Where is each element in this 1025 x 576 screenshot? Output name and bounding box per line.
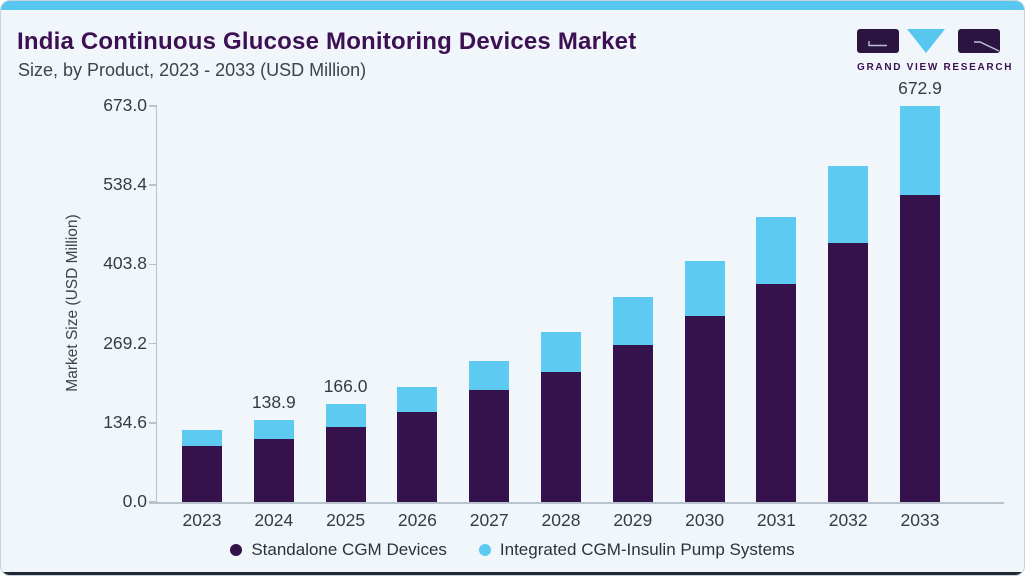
x-axis-tick-label: 2026 <box>397 510 437 530</box>
x-axis-tick-label: 2027 <box>469 510 509 530</box>
legend-dot-icon <box>230 544 243 556</box>
bar-segment-standalone <box>612 345 653 502</box>
y-axis-tick-label: 134.6 <box>103 411 147 432</box>
x-axis-tick-label: 2031 <box>756 510 796 530</box>
x-axis-tick-label: 2033 <box>900 510 940 530</box>
bar-total-label: 138.9 <box>251 392 296 413</box>
bar-segment-integrated <box>397 387 438 412</box>
bar-segment-integrated <box>828 165 869 244</box>
logo-r-detail <box>974 41 1000 52</box>
bottom-accent-line <box>1 572 1024 575</box>
x-axis-tick-label: 2030 <box>685 510 725 530</box>
x-axis-tick-label: 2029 <box>613 510 653 530</box>
y-axis-tick-mark <box>149 342 157 345</box>
legend-label: Integrated CGM-Insulin Pump Systems <box>499 540 795 559</box>
bar-segment-standalone <box>684 316 725 502</box>
bar-segment-integrated <box>325 404 366 428</box>
x-axis-tick-label: 2032 <box>828 510 868 530</box>
bar-segment-integrated <box>469 361 510 390</box>
logo-g-block <box>857 29 899 53</box>
bar-segment-integrated <box>182 429 222 447</box>
y-axis-tick-mark <box>149 422 157 424</box>
bar-segment-standalone <box>253 438 294 502</box>
bar-segment-standalone <box>397 411 438 502</box>
y-axis-title: Market Size (USD Million) <box>64 214 81 392</box>
bar-segment-integrated <box>684 261 725 317</box>
gvr-logo-mark <box>857 29 1000 53</box>
bar-segment-standalone <box>828 243 869 502</box>
logo-text: GRAND VIEW RESEARCH <box>857 62 1014 73</box>
page-subtitle: Size, by Product, 2023 - 2033 (USD Milli… <box>18 60 367 80</box>
x-axis-line <box>149 502 1004 504</box>
logo-r-block <box>958 29 1000 53</box>
x-axis-tick-label: 2024 <box>254 510 294 530</box>
bar-segment-integrated <box>900 106 940 196</box>
bar-segment-standalone <box>469 389 510 502</box>
y-axis-tick-mark <box>149 501 157 503</box>
legend: Standalone CGM Devices Integrated CGM-Ins… <box>1 540 1024 560</box>
y-axis-tick-mark <box>149 263 157 266</box>
y-axis-tick-label: 538.4 <box>103 174 147 195</box>
y-axis-tick-mark <box>149 184 157 186</box>
y-axis-tick-label: 0.0 <box>122 491 147 511</box>
y-axis-tick-label: 269.2 <box>103 332 147 353</box>
bar-segment-standalone <box>325 427 366 502</box>
legend-item: Integrated CGM-Insulin Pump Systems <box>478 540 795 560</box>
y-axis-tick-mark <box>149 105 157 107</box>
logo-g-detail <box>868 41 887 47</box>
bar-segment-integrated <box>612 297 653 346</box>
bar-segment-standalone <box>900 195 940 502</box>
bar-segment-standalone <box>756 284 797 502</box>
bar-segment-integrated <box>541 331 581 372</box>
logo-v-triangle-icon <box>907 29 945 53</box>
bar-chart-plot-area: 0.0 134.6 269.2 403.8 538.4 673.0 2023 138.9 202… <box>103 78 1004 530</box>
bar-total-label: 166.0 <box>323 376 368 397</box>
bar-segment-standalone <box>182 446 222 502</box>
top-accent-strip <box>1 1 1024 10</box>
x-axis-tick-label: 2023 <box>182 510 222 530</box>
x-axis-tick-label: 2028 <box>541 510 581 530</box>
page-title: India Continuous Glucose Monitoring Devi… <box>17 28 637 55</box>
legend-label: Standalone CGM Devices <box>251 540 447 559</box>
bar-segment-standalone <box>541 371 581 502</box>
legend-dot-icon <box>478 544 491 556</box>
bar-segment-integrated <box>253 420 294 439</box>
y-axis-tick-label: 673.0 <box>103 95 147 115</box>
legend-item: Standalone CGM Devices <box>230 540 447 560</box>
bar-segment-integrated <box>756 217 797 285</box>
gvr-logo: GRAND VIEW RESEARCH <box>857 29 1014 73</box>
x-axis-tick-label: 2025 <box>326 510 366 530</box>
bar-total-label: 672.9 <box>898 78 942 99</box>
y-axis-tick-label: 403.8 <box>103 253 147 274</box>
